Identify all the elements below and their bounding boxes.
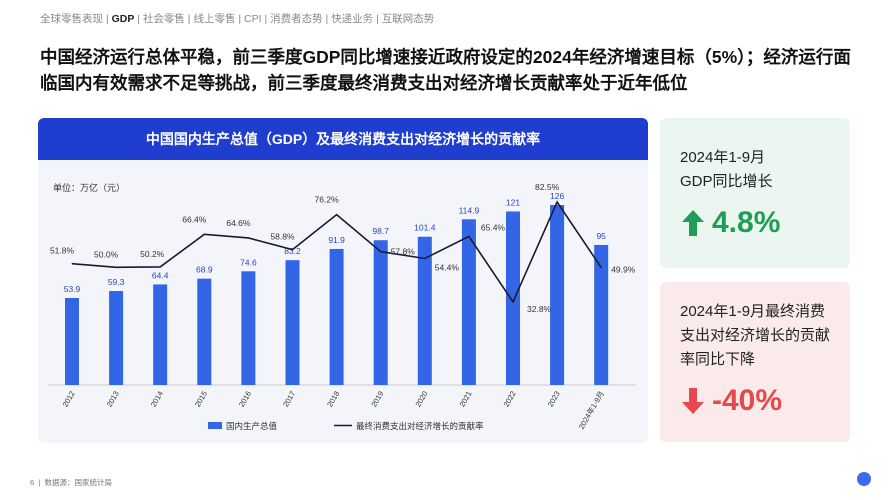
section-nav: 全球零售表现 | GDP | 社会零售 | 线上零售 | CPI | 消费者态势… [40,13,435,25]
line-point [336,214,338,216]
bar-label: 68.9 [196,265,213,275]
nav-item[interactable]: 消费者态势 [270,13,323,25]
line-label: 51.8% [50,246,75,256]
nav-item[interactable]: 全球零售表现 [40,13,103,25]
nav-item[interactable]: 快递业务 [331,13,374,25]
line-label: 66.4% [182,214,207,224]
line-point [556,201,558,203]
bar-label: 114.9 [459,205,480,215]
bar [461,219,476,385]
x-tick-label: 2019 [369,390,385,409]
line-label: 65.4% [481,222,506,232]
bar [285,260,300,385]
chart-title: 中国国内生产总值（GDP）及最终消费支出对经济增长的贡献率 [38,118,648,160]
arrow-down-icon [682,388,704,414]
line-point [380,251,382,253]
line-point [159,266,161,268]
brand-logo-icon [857,472,871,486]
bar-label: 98.7 [372,226,389,236]
card-text: 2024年1-9月最终消费支出对经济增长的贡献率同比下降 [680,303,831,368]
consumption-card: 2024年1-9月最终消费支出对经济增长的贡献率同比下降 -40% [660,282,850,442]
x-tick-label: 2018 [325,390,341,409]
x-tick-label: 2024年1-9月 [576,389,606,431]
nav-item[interactable]: GDP [111,13,135,25]
bar [550,204,565,385]
bar [373,240,388,385]
legend-label: 最终消费支出对经济增长的贡献率 [356,421,484,431]
line-point [424,257,426,259]
bar-label: 53.9 [64,284,81,294]
line-point [468,235,470,237]
line-label: 82.5% [535,182,560,192]
page-number: 6 [30,478,35,487]
bar-label: 64.4 [152,270,169,280]
card-value: -40% [712,384,783,417]
footer: 6 | 数据源：国家统计局 [30,478,112,487]
bar-label: 59.3 [108,277,125,287]
x-tick-label: 2014 [149,390,165,409]
card-value: 4.8% [712,206,781,239]
line-point [247,237,249,239]
bar [417,236,432,385]
line-label: 58.8% [270,232,295,242]
bar [506,211,520,385]
x-tick-label: 2013 [105,390,121,409]
bar [197,278,212,385]
x-tick-label: 2021 [457,390,473,409]
bar-label: 83.2 [284,246,301,256]
x-tick-label: 2016 [237,390,253,409]
bar-label: 101.4 [414,223,436,233]
line-point [600,267,602,269]
line-label: 50.2% [140,249,165,259]
bar [594,244,609,385]
gdp-growth-card: 2024年1-9月 GDP同比增长 4.8% [660,118,850,268]
line-label: 32.8% [527,304,552,314]
line-label: 54.4% [435,262,460,272]
bar-label: 74.6 [240,257,257,267]
line-point [71,263,73,265]
line-label: 57.8% [391,247,416,257]
nav-item[interactable]: CPI [244,13,262,25]
bar-label: 91.9 [328,235,345,245]
bar [241,271,256,385]
legend-label: 国内生产总值 [226,421,278,431]
legend-bar-swatch [208,422,222,429]
line-label: 50.0% [94,249,119,259]
x-tick-label: 2015 [193,390,209,409]
page-title: 中国经济运行总体平稳，前三季度GDP同比增速接近政府设定的2024年经济增速目标… [40,47,851,93]
bar [153,284,168,385]
bar-label: 95 [596,231,606,241]
bar [329,248,344,385]
card-text: 2024年1-9月 GDP同比增长 [680,149,773,190]
nav-item[interactable]: 线上零售 [193,13,236,25]
line-point [203,233,205,235]
bar [109,291,124,385]
x-tick-label: 2022 [502,390,518,409]
x-tick-label: 2020 [413,390,429,409]
line-point [292,249,293,251]
bar-label: 126 [550,191,564,201]
unit-label: 单位：万亿（元） [53,183,126,193]
line-point [512,301,514,303]
x-tick-label: 2012 [61,390,77,409]
line-label: 49.9% [611,265,636,275]
nav-item[interactable]: 社会零售 [142,13,185,25]
line-label: 76.2% [315,195,340,205]
bar-label: 121 [506,197,520,207]
bar [65,298,79,385]
source-note: 数据源：国家统计局 [44,478,112,487]
line-label: 64.6% [226,218,251,228]
x-tick-label: 2017 [281,390,297,409]
line-point [115,266,117,268]
arrow-up-icon [682,210,704,236]
nav-item[interactable]: 互联网态势 [381,13,435,25]
x-tick-label: 2023 [546,390,562,409]
